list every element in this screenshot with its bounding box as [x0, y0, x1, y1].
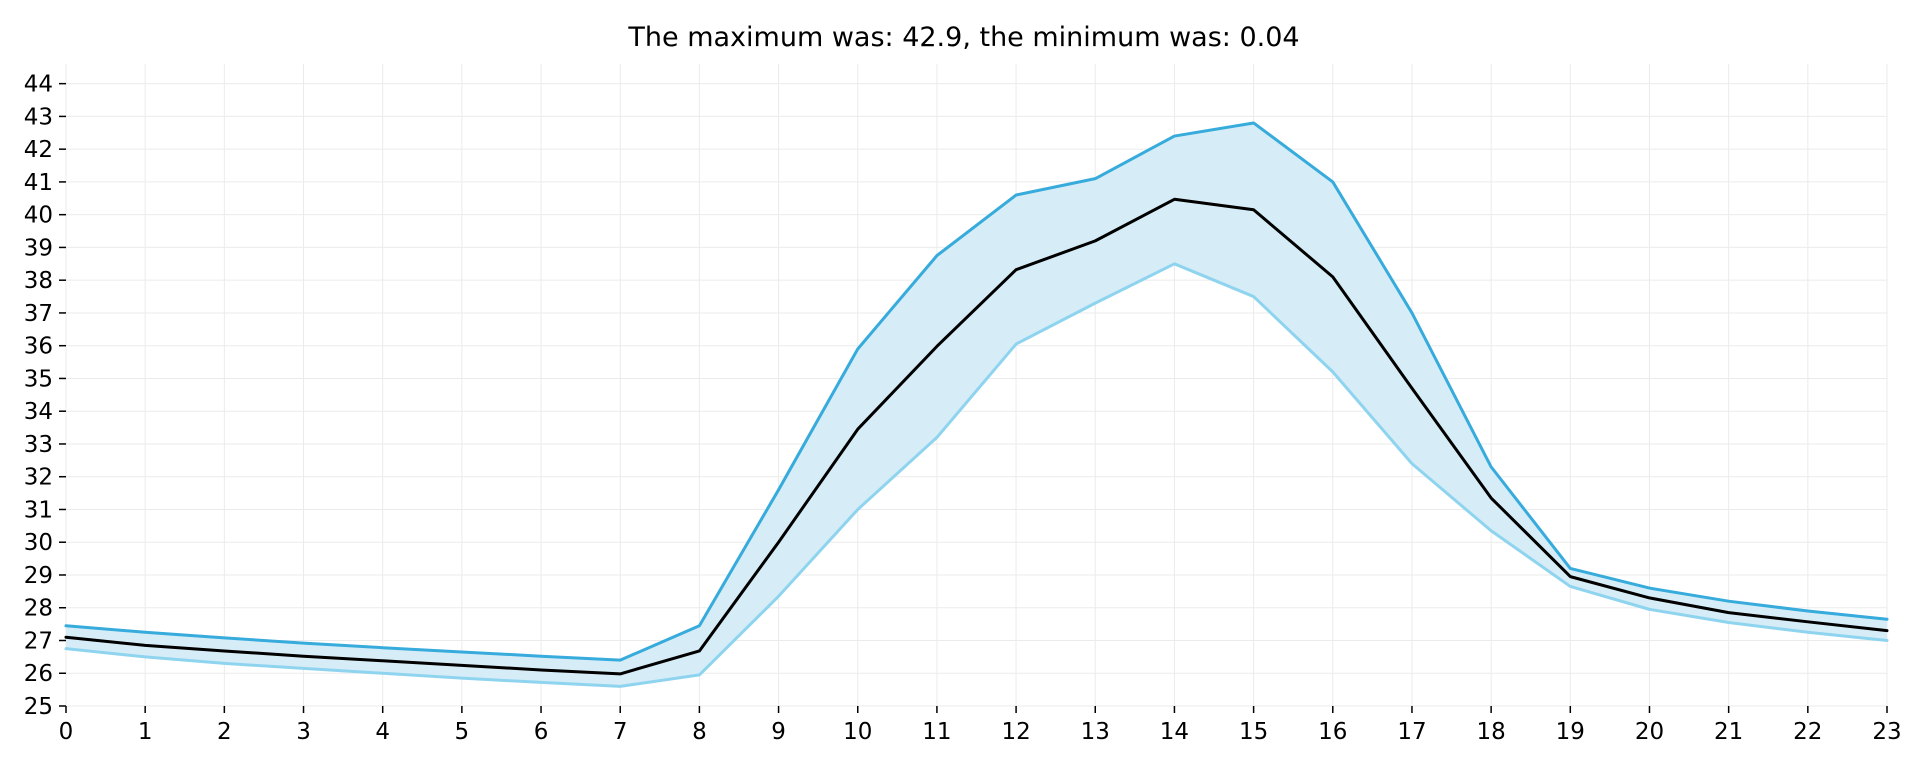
y-tick-label: 36: [24, 334, 53, 360]
series-layer: [64, 121, 1889, 688]
y-tick-label: 26: [24, 661, 53, 687]
x-tick-label: 9: [771, 719, 786, 745]
y-tick-label: 30: [24, 530, 53, 556]
y-tick-label: 38: [24, 268, 53, 294]
x-tick-label: 10: [843, 719, 872, 745]
series-line-1: [64, 262, 1889, 688]
x-tick-label: 6: [534, 719, 549, 745]
y-tick-label: 44: [24, 72, 53, 98]
x-tick-label: 14: [1160, 719, 1189, 745]
series-line-2: [64, 197, 1889, 676]
x-tick-label: 1: [138, 719, 153, 745]
y-tick-label: 29: [24, 563, 53, 589]
series-line-0: [64, 121, 1889, 662]
axis-layer: 0 1 2 3 4 5 6 7 8 9 10 11 12 13 14 15 16 17 18 19 20 21 22 2325…: [24, 72, 1902, 745]
y-tick-label: 41: [24, 170, 53, 196]
y-tick-label: 31: [24, 497, 53, 523]
x-tick-label: 2: [217, 719, 232, 745]
x-tick-label: 4: [375, 719, 390, 745]
band-layer: [66, 122, 1887, 687]
chart-title: The maximum was: 42.9, the minimum was: …: [628, 22, 1300, 53]
y-tick-label: 43: [24, 104, 53, 130]
y-tick-label: 25: [24, 694, 53, 720]
x-tick-label: 15: [1239, 719, 1268, 745]
x-tick-label: 21: [1714, 719, 1743, 745]
range-band: [66, 122, 1887, 687]
x-tick-label: 16: [1318, 719, 1347, 745]
x-tick-label: 11: [922, 719, 951, 745]
y-tick-label: 32: [24, 465, 53, 491]
x-tick-label: 3: [296, 719, 311, 745]
x-tick-label: 20: [1635, 719, 1664, 745]
y-tick-label: 39: [24, 235, 53, 261]
x-tick-label: 0: [59, 719, 74, 745]
x-tick-label: 19: [1556, 719, 1585, 745]
x-tick-label: 7: [613, 719, 628, 745]
y-tick-label: 42: [24, 137, 53, 163]
x-tick-label: 13: [1081, 719, 1110, 745]
y-tick-label: 35: [24, 366, 53, 392]
x-tick-label: 12: [1001, 719, 1030, 745]
x-tick-label: 22: [1793, 719, 1822, 745]
y-tick-label: 27: [24, 628, 53, 654]
y-tick-label: 28: [24, 596, 53, 622]
y-tick-label: 34: [24, 399, 53, 425]
y-tick-label: 37: [24, 301, 53, 327]
x-tick-label: 8: [692, 719, 707, 745]
x-tick-label: 5: [455, 719, 470, 745]
x-tick-label: 17: [1397, 719, 1426, 745]
x-tick-label: 23: [1872, 719, 1901, 745]
grid-layer: [65, 64, 1888, 707]
y-tick-label: 33: [24, 432, 53, 458]
x-tick-label: 18: [1476, 719, 1505, 745]
y-tick-label: 40: [24, 203, 53, 229]
